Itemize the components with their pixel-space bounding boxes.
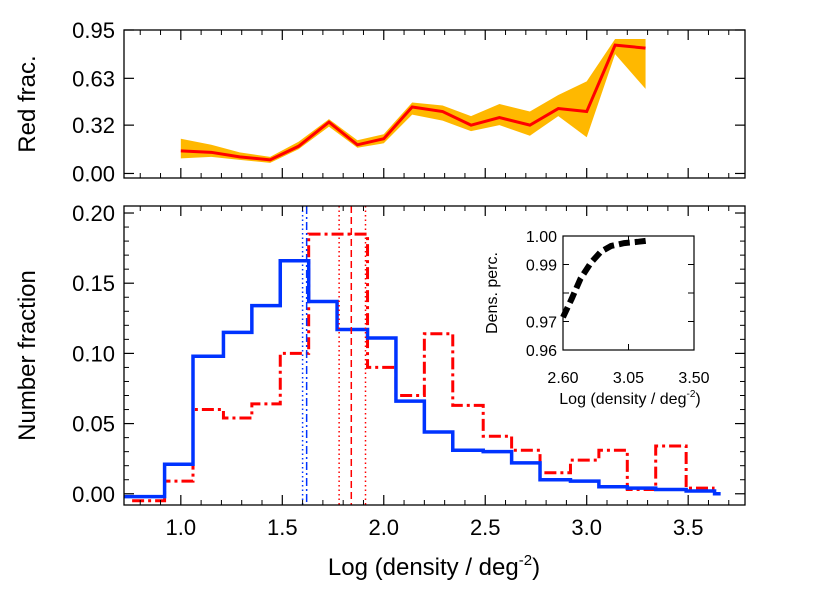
bottom-x-tick-label: 3.0: [571, 515, 602, 540]
inset-y-tick-label: 0.96: [526, 343, 557, 360]
bottom-plot-frame: [123, 205, 746, 506]
red-fraction-panel: 0.95 0.63 0.32 0.00 Red frac.: [14, 18, 746, 186]
bottom-x-tick-label: 1.5: [267, 515, 298, 540]
top-y-tick-label: 0.00: [72, 161, 115, 186]
bottom-x-tick-label: 3.5: [673, 515, 704, 540]
inset-x-axis-title: Log (density / deg-2): [559, 389, 700, 408]
number-fraction-panel: 0.20 0.15 0.10 0.05 0.00 1.0 1.5 2.0 2.5 3.0 3.5 Nu…: [14, 201, 746, 581]
top-y-tick-label: 0.63: [72, 66, 115, 91]
inset-x-tick-label: 3.05: [613, 370, 644, 387]
x-axis-title-exponent: -2: [519, 552, 532, 569]
inset-y-axis-title: Dens. perc.: [484, 252, 501, 334]
bottom-x-tick-label: 2.5: [470, 515, 501, 540]
inset-x-axis-title-main: Log (density / deg: [559, 391, 686, 408]
density-percentile-inset: 1.00 0.99 0.97 0.96 2.60 3.05 3.50 Dens. perc. L…: [484, 229, 710, 408]
bottom-x-tick-label: 2.0: [368, 515, 399, 540]
red-fraction-line: [180, 43, 646, 162]
top-plot-frame: [123, 29, 746, 179]
top-y-tick-label: 0.32: [72, 113, 115, 138]
inset-x-axis-title-exponent: -2: [686, 389, 695, 400]
bottom-y-tick-label: 0.15: [72, 271, 115, 296]
bottom-y-tick-label: 0.05: [72, 412, 115, 437]
bottom-x-tick-label: 1.0: [166, 515, 197, 540]
top-y-tick-label: 0.95: [72, 18, 115, 43]
inset-frame: [562, 235, 695, 351]
inset-x-axis-title-close: ): [695, 391, 700, 408]
density-percentile-curve: [560, 237, 651, 319]
red-fraction-error-band: [180, 39, 646, 163]
top-y-axis-title: Red frac.: [14, 55, 41, 152]
inset-y-tick-label: 0.97: [526, 315, 557, 332]
bottom-y-tick-label: 0.10: [72, 341, 115, 366]
bottom-x-axis-title: Log (density / deg-2): [328, 552, 540, 581]
red-sample-histogram: [132, 232, 715, 503]
bottom-y-tick-label: 0.00: [72, 482, 115, 507]
inset-y-tick-label: 0.99: [526, 258, 557, 275]
blue-sample-histogram: [124, 258, 721, 499]
inset-x-tick-label: 2.60: [547, 370, 578, 387]
bottom-y-axis-title: Number fraction: [14, 270, 41, 441]
x-axis-title-close: ): [532, 554, 540, 581]
x-axis-title-main: Log (density / deg: [328, 554, 519, 581]
inset-y-tick-label: 1.00: [526, 229, 557, 246]
inset-x-tick-label: 3.50: [678, 370, 709, 387]
bottom-y-tick-label: 0.20: [72, 201, 115, 226]
